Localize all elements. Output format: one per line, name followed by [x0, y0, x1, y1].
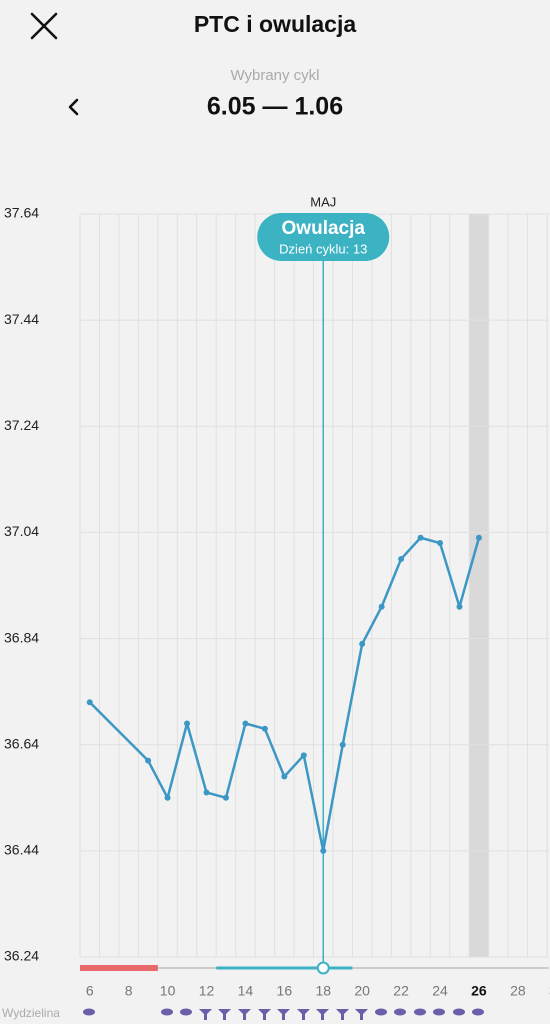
y-tick-label: 36.84: [4, 629, 39, 645]
ovulation-sublabel: Dzień cyklu: 13: [279, 241, 367, 256]
temperature-line: [88, 536, 481, 853]
title: PTC i owulacja: [194, 11, 357, 37]
subtitle: Wybrany cykl: [230, 67, 319, 84]
temperature-point: [184, 720, 191, 727]
y-tick-label: 36.64: [4, 735, 39, 751]
temperature-point: [281, 773, 288, 780]
temperature-point: [164, 794, 171, 801]
y-tick-label: 37.24: [4, 417, 39, 433]
x-tick-label: 12: [199, 983, 215, 999]
x-tick-label: 16: [277, 983, 293, 999]
x-tick-label: 14: [238, 983, 254, 999]
ovulation-label: Owulacja: [282, 218, 366, 239]
temperature-point: [339, 741, 346, 748]
temperature-point: [242, 720, 249, 727]
y-tick-label: 37.44: [4, 311, 39, 327]
temperature-point: [145, 757, 152, 764]
temperature-point: [359, 640, 366, 647]
close-button[interactable]: [30, 12, 58, 40]
temperature-point: [417, 534, 424, 541]
x-tick-label: 22: [393, 983, 409, 999]
temperature-point: [300, 752, 307, 759]
temperature-point: [475, 534, 482, 541]
temperature-point: [86, 699, 93, 706]
x-tick-label: 26: [471, 983, 487, 999]
period-bar: [80, 965, 158, 971]
x-tick-label: 30: [549, 983, 550, 999]
secretion-label: Wydzielina: [2, 1006, 60, 1020]
y-tick-label: 36.24: [4, 948, 39, 964]
temperature-point: [261, 725, 268, 732]
today-band: [469, 214, 489, 957]
secretion-icons: [83, 1008, 484, 1020]
month-label: MAJ: [310, 194, 336, 209]
x-tick-label: 18: [315, 983, 331, 999]
temperature-point: [456, 603, 463, 610]
temperature-point: [437, 540, 444, 547]
x-tick-label: 6: [86, 983, 94, 999]
ovulation-badge: [257, 213, 390, 261]
temperature-point: [320, 847, 327, 854]
x-tick-label: 24: [432, 983, 448, 999]
y-tick-label: 37.04: [4, 523, 39, 539]
x-tick-label: 28: [510, 983, 526, 999]
x-tick-label: 10: [160, 983, 176, 999]
cycle-range: 6.05 — 1.06: [207, 93, 343, 121]
ovulation-dot: [316, 961, 330, 975]
fertile-bar: [216, 966, 353, 970]
temperature-point: [222, 794, 229, 801]
x-tick-label: 20: [354, 983, 370, 999]
temperature-point: [378, 603, 385, 610]
back-button[interactable]: [68, 98, 79, 116]
y-tick-label: 37.64: [4, 205, 39, 221]
y-tick-label: 36.44: [4, 842, 39, 858]
x-tick-label: 8: [125, 983, 133, 999]
temperature-point: [203, 789, 210, 796]
temperature-point: [398, 555, 405, 562]
